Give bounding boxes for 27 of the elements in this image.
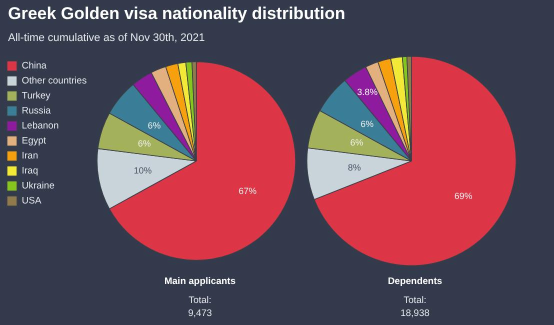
chart-title: Greek Golden visa nationality distribution	[8, 4, 346, 24]
data-label: 6%	[360, 118, 374, 129]
legend-label: Turkey	[22, 90, 51, 102]
text: Dependents	[386, 275, 444, 288]
data-label: 69%	[454, 190, 472, 201]
legend-label: Other countries	[22, 76, 87, 87]
chart-subtitle: All-time cumulative as of Nov 30th, 2021	[8, 32, 205, 44]
data-label: 8%	[348, 162, 361, 173]
text: 18,938	[399, 307, 431, 320]
text: Total:	[188, 294, 212, 307]
legend-label: Ukraine	[22, 180, 54, 192]
data-label: 6%	[350, 138, 364, 148]
text: Total:	[402, 294, 428, 307]
legend-label: China	[22, 60, 48, 72]
data-label: 6%	[148, 120, 161, 131]
text: Main applicants	[163, 275, 237, 288]
legend-label: Lebanon	[22, 120, 59, 132]
legend-label: Egypt	[22, 136, 46, 147]
data-label: 3.8%	[357, 86, 378, 97]
text: 9,473	[187, 307, 213, 320]
data-label: 67%	[238, 186, 257, 196]
legend-label: Iraq	[22, 166, 38, 177]
legend-label: USA	[22, 196, 42, 207]
data-label: 6%	[138, 138, 151, 149]
legend-label: Russia	[22, 106, 52, 117]
legend-label: Iran	[22, 150, 38, 162]
data-label: 10%	[134, 166, 152, 176]
